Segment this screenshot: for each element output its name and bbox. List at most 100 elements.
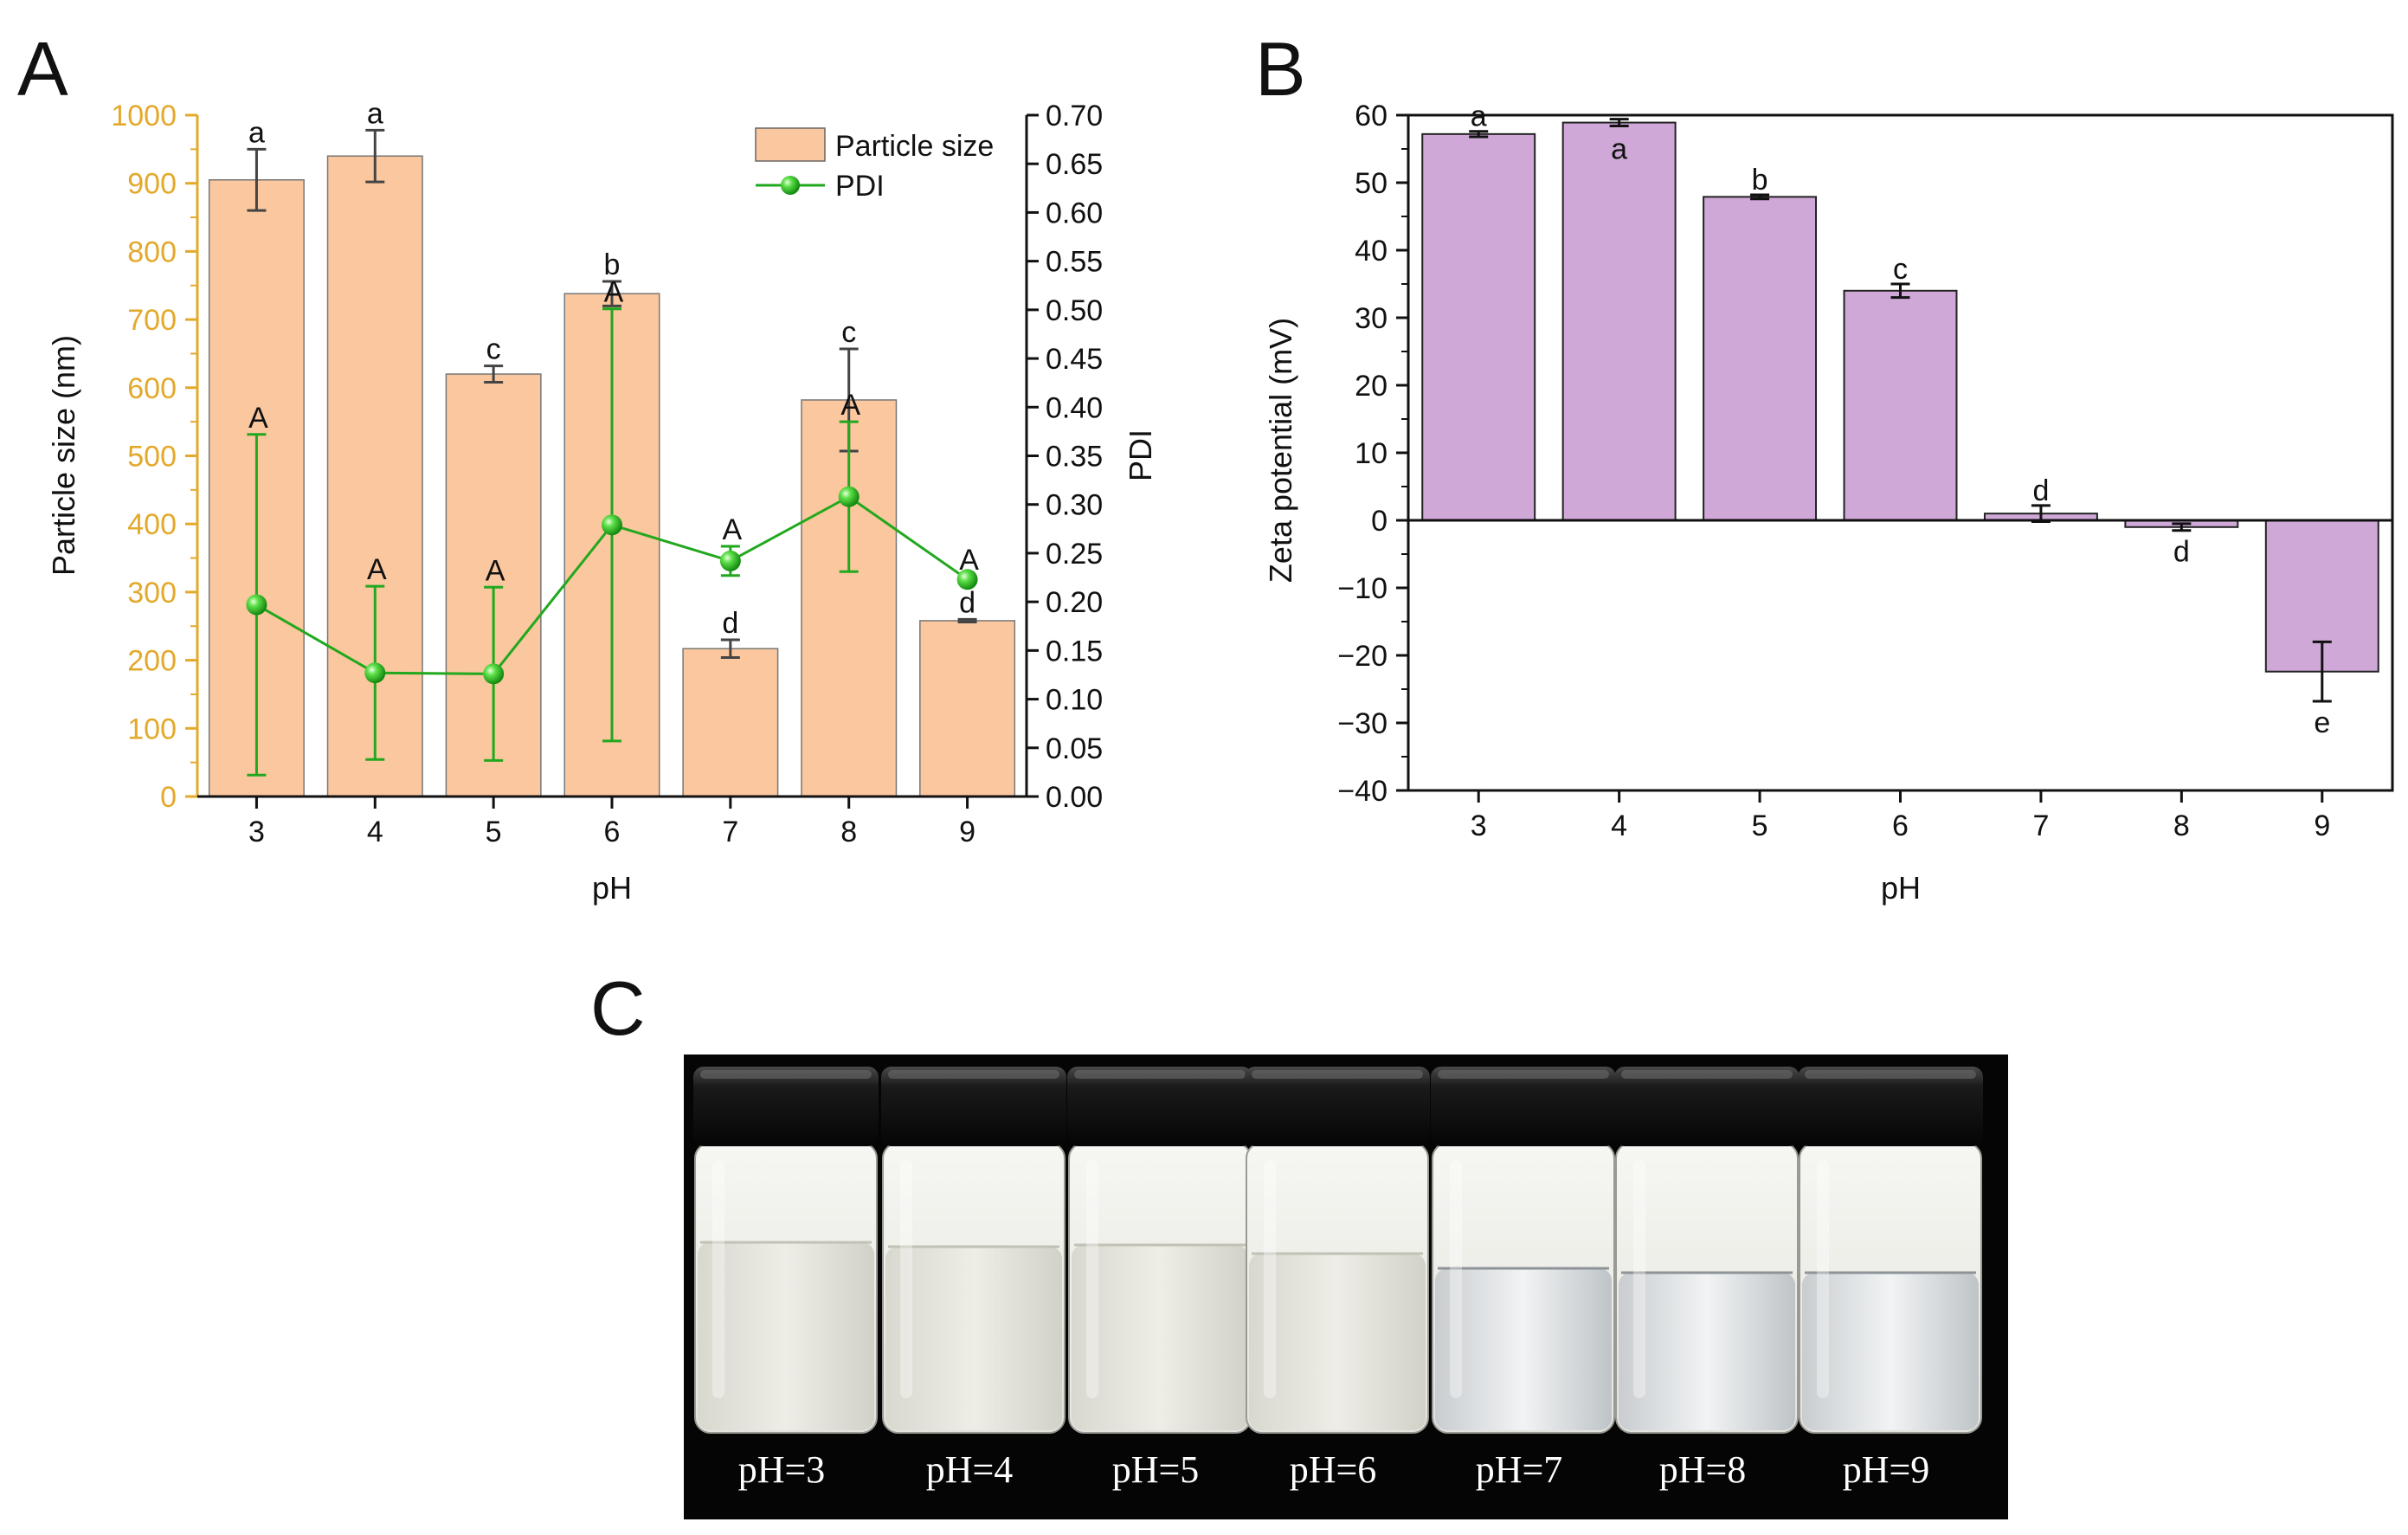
a-right-tick-label-0.35: 0.35 [1046,441,1103,474]
particle-size-bar-7 [682,648,779,797]
a-left-tick-label-0: 0 [160,781,177,814]
vial-liquid-4 [885,1247,1062,1430]
a-x-tick-label-3: 3 [248,816,265,848]
b-y-ticks: −40 −30 −20 −10 0 10 20 30 40 50 60 [1337,100,1408,808]
a-right-tick-label-0.05: 0.05 [1046,732,1103,765]
vial-cap-rim-8 [1621,1070,1793,1079]
b-y-tick-label-10: 10 [1355,437,1387,470]
vial-liquid-3 [698,1242,874,1430]
zeta-bar-3 [1421,132,1536,521]
a-left-tick-label-800: 800 [127,235,177,268]
bar-sig-letter-6: b [604,248,621,281]
vials-layer [693,1067,1983,1434]
vial-cap-rim-5 [1074,1070,1246,1079]
pdi-sig-letter-9: A [959,544,979,577]
bar-sig-letter-7: d [722,607,738,640]
vial-5 [1067,1067,1252,1434]
vial-label-4: pH=4 [926,1448,1014,1491]
a-right-tick-label-0.70: 0.70 [1046,100,1103,132]
a-legend: Particle size PDI [755,127,994,203]
vial-highlight-6 [1264,1160,1276,1398]
pdi-sig-letter-5: A [486,554,505,587]
b-y-tick-label-20: 20 [1355,370,1387,403]
a-x-axis-title: pH [592,870,632,906]
pdi-point-6 [602,514,622,536]
b-y-tick-label-40: 40 [1355,235,1387,268]
vial-labels-layer: pH=3 pH=4 pH=5 pH=6 pH=7 pH=8 pH=9 [738,1448,1930,1491]
a-left-tick-label-300: 300 [127,577,177,609]
a-x-tick-label-7: 7 [722,816,738,848]
vials-photo: pH=3 pH=4 pH=5 pH=6 pH=7 pH=8 pH=9 [684,1055,2008,1519]
particle-size-bar-9 [919,620,1016,797]
vial-cap-5 [1067,1067,1252,1146]
vial-cap-4 [881,1067,1066,1146]
bar-sig-letter-4: a [367,97,383,130]
zeta-sig-letter-8: d [2173,536,2190,569]
bar-sig-letter-5: c [486,333,501,366]
panel-letter-a: A [17,26,68,112]
a-right-tick-label-0.60: 0.60 [1046,197,1103,229]
vial-cap-3 [693,1067,879,1146]
a-left-ticks: 0 100 200 300 400 500 600 700 800 900 1000 [111,100,197,814]
a-right-tick-label-0.40: 0.40 [1046,391,1103,424]
vial-3 [693,1067,879,1434]
vial-cap-rim-9 [1805,1070,1976,1079]
a-right-tick-label-0.65: 0.65 [1046,148,1103,181]
vial-cap-7 [1431,1067,1616,1146]
panel-letter-c: C [590,965,646,1051]
zeta-sig-letter-4: a [1611,133,1627,166]
legend-label-pdi: PDI [835,170,885,203]
a-x-tick-label-5: 5 [486,816,502,848]
a-x-tick-label-9: 9 [959,816,975,848]
a-right-tick-label-0.50: 0.50 [1046,294,1103,327]
a-left-tick-label-1000: 1000 [111,100,177,132]
a-left-tick-label-600: 600 [127,372,177,405]
b-y-tick-label-50: 50 [1355,167,1387,200]
a-right-tick-label-0.00: 0.00 [1046,781,1103,814]
b-x-tick-label-5: 5 [1752,809,1768,842]
a-left-axis-title: Particle size (nm) [46,335,81,576]
a-bar-errorbars-layer [247,128,977,659]
b-y-tick-label-0: 0 [1371,505,1387,538]
a-left-tick-label-500: 500 [127,441,177,474]
vial-label-5: pH=5 [1112,1448,1200,1491]
bar-sig-letter-8: c [841,316,856,349]
a-right-tick-label-0.15: 0.15 [1046,635,1103,668]
b-x-ticks: 3 4 5 6 7 8 9 [1471,790,2330,842]
pdi-sig-letter-3: A [248,402,268,435]
b-significance-letters: a a b c d d e [1471,100,2330,739]
pdi-point-8 [838,486,860,507]
vial-label-3: pH=3 [738,1448,826,1491]
b-y-tick-label--20: −20 [1337,640,1387,673]
zeta-bar-4 [1561,121,1677,522]
a-left-tick-label-400: 400 [127,508,177,541]
vial-cap-8 [1614,1067,1800,1146]
b-x-tick-label-7: 7 [2032,809,2049,842]
vial-label-7: pH=7 [1476,1448,1563,1491]
b-x-axis-title: pH [1881,870,1921,906]
vial-liquid-9 [1802,1273,1979,1430]
vial-label-9: pH=9 [1843,1448,1930,1491]
vial-liquid-8 [1619,1273,1795,1430]
vial-cap-9 [1798,1067,1983,1146]
a-left-tick-label-900: 900 [127,168,177,201]
vial-cap-rim-7 [1438,1070,1609,1079]
b-y-tick-label-30: 30 [1355,302,1387,335]
a-pdi-points-layer [246,486,978,685]
bar-sig-letter-9: d [959,586,975,619]
b-y-tick-label-60: 60 [1355,100,1387,132]
pdi-point-9 [956,569,978,590]
vial-label-6: pH=6 [1290,1448,1377,1491]
zeta-sig-letter-7: d [2032,474,2049,507]
pdi-sig-letter-7: A [723,513,743,546]
b-x-tick-label-8: 8 [2173,809,2190,842]
a-x-tick-label-6: 6 [604,816,621,848]
zeta-sig-letter-6: c [1893,253,1908,286]
pdi-sig-letter-8: A [840,389,860,422]
b-errorbars-layer [1469,118,2332,703]
a-left-tick-label-200: 200 [127,645,177,678]
pdi-point-3 [246,594,267,616]
vial-8 [1614,1067,1800,1434]
zeta-bar-6 [1843,289,1958,521]
